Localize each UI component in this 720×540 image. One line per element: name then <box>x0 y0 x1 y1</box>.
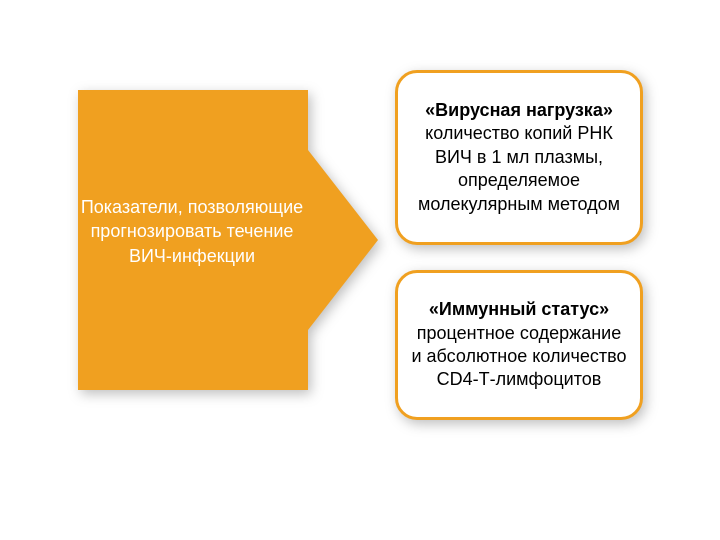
arrow-label: Показатели, позволяющие прогнозировать т… <box>78 195 306 315</box>
diagram-stage: Показатели, позволяющие прогнозировать т… <box>0 0 720 540</box>
callout-immune-status-title: «Иммунный статус» <box>429 298 609 321</box>
callout-viral-load: «Вирусная нагрузка» количество копий РНК… <box>395 70 643 245</box>
callout-viral-load-title: «Вирусная нагрузка» <box>425 99 613 122</box>
callout-immune-status: «Иммунный статус» процентное содержание … <box>395 270 643 420</box>
arrow-head <box>308 150 378 330</box>
callout-immune-status-body: процентное содержание и абсолютное колич… <box>410 322 628 392</box>
callout-viral-load-body: количество копий РНК ВИЧ в 1 мл плазмы, … <box>410 122 628 216</box>
